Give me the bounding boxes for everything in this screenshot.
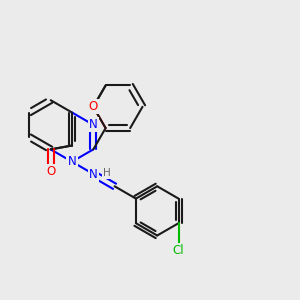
Text: O: O (89, 100, 98, 113)
Text: N: N (68, 155, 76, 168)
Text: N: N (89, 167, 98, 181)
Text: N: N (89, 118, 98, 131)
Text: Cl: Cl (173, 244, 184, 257)
Text: O: O (46, 165, 55, 178)
Text: H: H (103, 168, 111, 178)
